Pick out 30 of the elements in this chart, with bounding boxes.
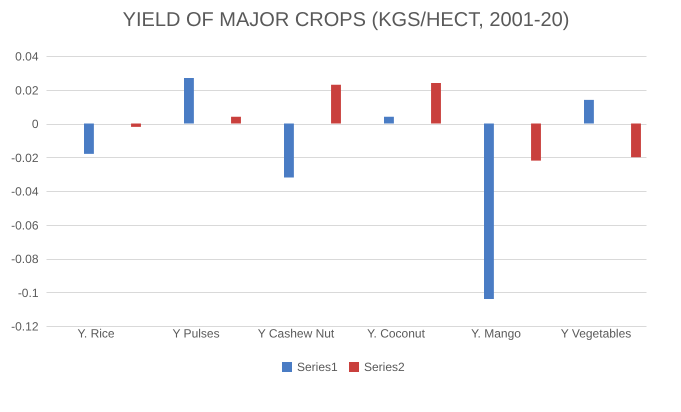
bar xyxy=(384,116,394,124)
x-tick-label: Y. Rice xyxy=(77,326,115,340)
bar xyxy=(531,124,541,161)
legend-label: Series2 xyxy=(364,360,406,374)
bar xyxy=(84,124,94,154)
y-tick-label: -0.08 xyxy=(11,252,39,266)
y-tick-label: -0.04 xyxy=(11,184,39,198)
x-tick-label: Y Vegetables xyxy=(560,326,632,340)
bar xyxy=(584,100,594,124)
bar xyxy=(131,124,141,127)
bar xyxy=(331,84,341,124)
bar xyxy=(184,78,194,124)
y-tick-label: -0.1 xyxy=(18,286,39,300)
x-tick-label: Y Pulses xyxy=(172,326,220,340)
y-tick-label: 0.02 xyxy=(15,83,39,98)
chart-title: YIELD OF MAJOR CROPS (KGS/HECT, 2001-20) xyxy=(122,9,570,31)
bar xyxy=(431,83,441,124)
bar xyxy=(284,124,294,178)
legend-label: Series1 xyxy=(297,360,338,374)
bar xyxy=(484,124,494,299)
bar xyxy=(231,116,241,124)
x-tick-label: Y. Mango xyxy=(471,326,522,340)
x-tick-label: Y. Coconut xyxy=(367,326,426,340)
x-tick-label: Y Cashew Nut xyxy=(258,326,335,340)
bar xyxy=(631,124,641,158)
y-tick-label: 0.04 xyxy=(15,50,39,64)
y-tick-label: -0.12 xyxy=(11,320,39,334)
y-tick-label: -0.06 xyxy=(11,218,39,232)
y-tick-label: 0 xyxy=(32,117,39,131)
y-tick-label: -0.02 xyxy=(11,150,39,165)
